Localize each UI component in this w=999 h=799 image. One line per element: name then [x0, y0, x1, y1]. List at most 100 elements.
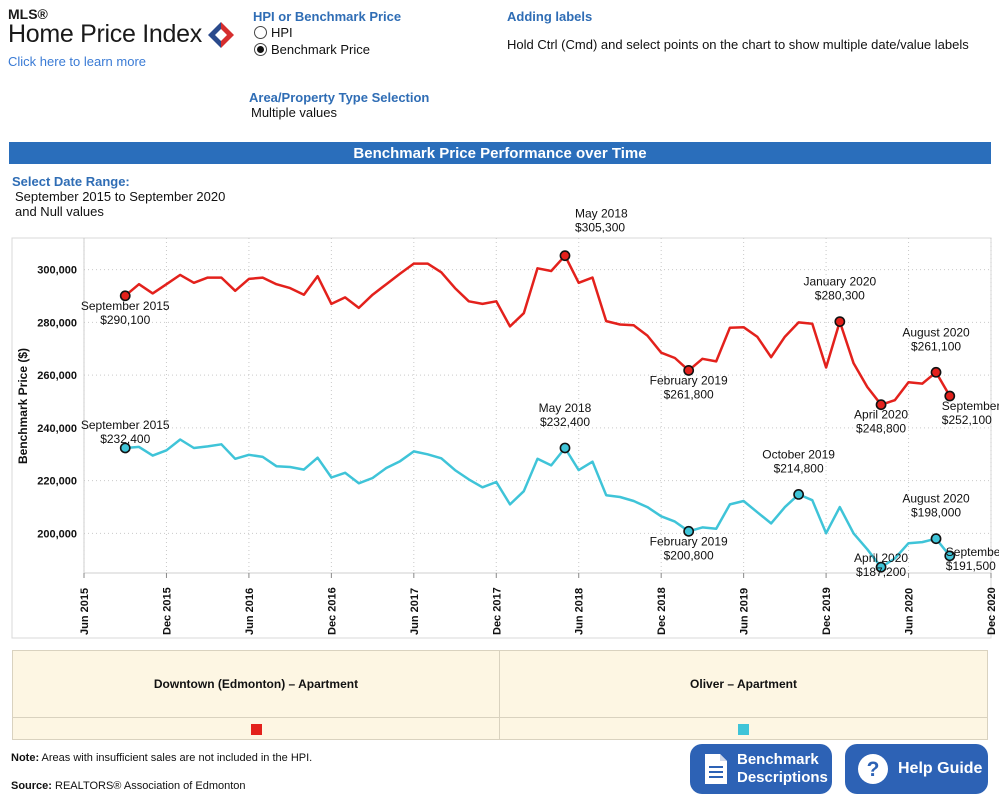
data-label-date: May 2018 [539, 401, 592, 415]
legend: Downtown (Edmonton) – Apartment Oliver –… [12, 650, 988, 740]
data-label-date: September 2015 [81, 418, 170, 432]
data-label-date: May 2018 [575, 207, 628, 221]
data-label-value: $252,100 [942, 413, 992, 427]
plot-area [83, 237, 992, 574]
chart-banner: Benchmark Price Performance over Time [9, 142, 991, 164]
data-label-value: $198,000 [911, 506, 961, 520]
y-tick-label: 260,000 [37, 370, 77, 382]
x-axis: Jun 2015 Dec 2015 Jun 2016 Dec 2016 Jun 2017… [79, 573, 998, 635]
x-tick-label: Dec 2020 [986, 587, 998, 635]
data-point-marker[interactable] [559, 250, 571, 262]
radio-hpi-circle[interactable] [254, 26, 267, 39]
y-tick-label: 200,000 [37, 528, 77, 540]
annotation-markers[interactable] [119, 250, 956, 573]
area-selection-value[interactable]: Multiple values [251, 105, 337, 120]
benchmark-descriptions-button[interactable]: Benchmark Descriptions [690, 744, 832, 794]
data-label-value: $290,100 [100, 313, 150, 327]
x-tick-label: Dec 2016 [326, 587, 338, 635]
data-label-value: $280,300 [815, 289, 865, 303]
footer-note: Note: Areas with insufficient sales are … [11, 752, 312, 764]
logo-mls-text: MLS® [8, 6, 48, 22]
measure-title: HPI or Benchmark Price [253, 9, 402, 24]
x-tick-label: Jun 2019 [739, 588, 751, 635]
x-tick-label: Jun 2017 [409, 588, 421, 635]
footer-note-text: Areas with insufficient sales are not in… [39, 752, 313, 764]
date-range-null: and Null values [15, 204, 104, 219]
data-label-value: $261,800 [664, 387, 714, 401]
help-guide-label: Help Guide [898, 760, 983, 777]
data-point-marker[interactable] [119, 290, 131, 302]
adding-labels-text: Hold Ctrl (Cmd) and select points on the… [507, 37, 969, 52]
legend-swatch-downtown[interactable] [251, 724, 262, 735]
data-point-marker[interactable] [793, 488, 805, 500]
data-label-date: February 2019 [650, 534, 728, 548]
svg-text:?: ? [867, 758, 880, 781]
radio-hpi-label: HPI [271, 25, 293, 40]
data-label-date: August 2020 [902, 325, 970, 339]
radio-benchmark-label: Benchmark Price [271, 42, 370, 57]
data-label-value: $232,400 [100, 432, 150, 446]
footer-source-text: REALTORS® Association of Edmonton [51, 780, 246, 792]
data-label-date: April 2020 [854, 551, 908, 565]
radio-benchmark[interactable]: Benchmark Price [254, 42, 370, 57]
legend-label-downtown[interactable]: Downtown (Edmonton) – Apartment [13, 651, 500, 717]
data-label-date: January 2020 [803, 275, 876, 289]
y-tick-label: 280,000 [37, 317, 77, 329]
data-label-value: $232,400 [540, 415, 590, 429]
data-point-marker[interactable] [119, 442, 131, 454]
x-tick-label: Jun 2016 [244, 588, 256, 635]
x-tick-label: Jun 2020 [904, 588, 916, 635]
date-range-value[interactable]: September 2015 to September 2020 [15, 189, 226, 204]
x-tick-label: Dec 2018 [656, 587, 668, 635]
adding-labels-title: Adding labels [507, 9, 593, 24]
benchmark-button-line2: Descriptions [737, 769, 828, 786]
legend-swatch-oliver[interactable] [738, 724, 749, 735]
x-tick-label: Jun 2015 [79, 588, 91, 635]
footer-source: Source: REALTORS® Association of Edmonto… [11, 780, 246, 792]
learn-more-link[interactable]: Click here to learn more [8, 54, 146, 69]
data-point-marker[interactable] [875, 399, 887, 411]
data-label-date: September 2020 [942, 399, 999, 413]
data-point-marker[interactable] [930, 366, 942, 378]
data-point-marker[interactable] [944, 550, 956, 562]
series-line-downtown[interactable] [124, 254, 951, 406]
data-point-marker[interactable] [834, 316, 846, 328]
data-label-value: $187,200 [856, 565, 906, 579]
x-tick-label: Jun 2018 [574, 588, 586, 635]
y-tick-label: 300,000 [37, 265, 77, 277]
footer-note-label: Note: [11, 752, 40, 764]
legend-label-oliver[interactable]: Oliver – Apartment [690, 677, 797, 691]
data-label-value: $214,800 [774, 461, 824, 475]
legend-swatch-row-oliver [500, 717, 987, 740]
logo-title: Home Price Index [8, 20, 202, 48]
data-point-marker[interactable] [944, 390, 956, 402]
data-point-marker[interactable] [559, 442, 571, 454]
data-label-date: September 2020 [946, 545, 999, 559]
data-label-date: October 2019 [762, 447, 835, 461]
y-axis-label: Benchmark Price ($) [16, 348, 30, 464]
date-range-title: Select Date Range: [12, 174, 130, 189]
radio-benchmark-circle[interactable] [254, 43, 267, 56]
area-selection-title: Area/Property Type Selection [249, 90, 430, 105]
x-tick-label: Dec 2017 [491, 587, 503, 635]
data-label-value: $248,800 [856, 422, 906, 436]
series-line-oliver[interactable] [125, 438, 951, 569]
data-label-date: April 2020 [854, 408, 908, 422]
data-point-marker[interactable] [683, 525, 695, 537]
data-point-marker[interactable] [683, 365, 695, 376]
y-tick-label: 220,000 [37, 476, 77, 488]
help-guide-button[interactable]: ? Help Guide [845, 744, 988, 794]
radio-hpi[interactable]: HPI [254, 25, 293, 40]
data-label-value: $191,500 [946, 559, 996, 573]
legend-swatch-row-downtown [13, 717, 500, 740]
y-tick-label: 240,000 [37, 423, 77, 435]
data-label-date: September 2015 [81, 299, 170, 313]
data-point-marker[interactable] [875, 561, 887, 573]
help-icon: ? [858, 754, 888, 784]
logo-diamond-icon [208, 22, 234, 48]
data-point-marker[interactable] [930, 533, 942, 545]
benchmark-button-line1: Benchmark [737, 751, 819, 768]
data-label-value: $261,100 [911, 339, 961, 353]
x-tick-label: Dec 2019 [821, 587, 833, 635]
